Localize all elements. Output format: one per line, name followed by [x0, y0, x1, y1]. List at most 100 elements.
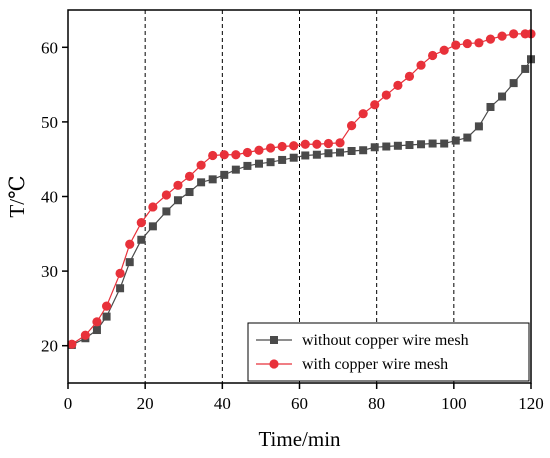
data-point [173, 196, 182, 205]
data-point [92, 317, 102, 327]
data-point [173, 180, 183, 190]
data-point [184, 171, 195, 181]
legend-item: with copper wire mesh [256, 356, 448, 373]
data-point [137, 235, 146, 244]
data-point [116, 284, 125, 293]
data-point [474, 122, 483, 131]
data-point [101, 301, 112, 311]
data-point [115, 268, 125, 278]
data-point [312, 150, 321, 159]
data-point [393, 80, 403, 90]
legend-label: with copper wire mesh [302, 356, 448, 373]
series-2 [67, 29, 536, 349]
data-point [312, 139, 322, 149]
y-axis-title: T/℃ [5, 175, 29, 217]
data-point [231, 165, 240, 174]
data-point [208, 175, 217, 184]
data-point [219, 150, 229, 160]
data-point [358, 109, 368, 119]
data-point [300, 139, 310, 149]
data-point [277, 141, 287, 152]
data-point [498, 92, 507, 101]
data-point [485, 34, 496, 44]
y-tick-label: 50 [41, 113, 58, 132]
data-point [393, 141, 402, 150]
data-point [102, 312, 111, 321]
data-point [148, 202, 158, 212]
data-point [370, 143, 379, 152]
data-point [80, 330, 90, 340]
series-line [71, 33, 531, 345]
data-point [336, 148, 345, 157]
data-point [185, 188, 194, 197]
data-point [196, 160, 206, 170]
data-point [254, 159, 263, 168]
data-point [463, 133, 472, 142]
data-point [161, 190, 171, 200]
legend-box [247, 322, 530, 382]
x-tick-label: 100 [441, 394, 467, 413]
data-point [278, 155, 287, 164]
data-point [370, 100, 380, 110]
data-point [359, 146, 368, 155]
data-point [346, 121, 357, 131]
data-point [324, 149, 333, 158]
data-point [439, 45, 449, 55]
data-point [335, 138, 345, 148]
reference-lines [144, 10, 455, 383]
data-point [417, 140, 426, 149]
data-point [486, 102, 495, 111]
legend-item: without copper wire mesh [256, 332, 469, 349]
data-point [125, 258, 134, 267]
data-point [254, 145, 264, 155]
legend-marker [269, 359, 279, 369]
data-point [136, 218, 146, 228]
y-tick-label: 40 [41, 188, 58, 207]
x-tick-label: 120 [518, 394, 544, 413]
x-axis-title: Time/min [258, 427, 341, 451]
data-point [242, 147, 253, 158]
data-point [440, 139, 449, 148]
y-tick-label: 20 [41, 337, 58, 356]
data-point [148, 222, 157, 231]
data-point [197, 178, 206, 187]
data-point [67, 339, 77, 349]
data-point [509, 79, 518, 88]
data-point [451, 40, 461, 50]
data-point [347, 146, 356, 155]
x-tick-label: 80 [368, 394, 385, 413]
x-tick-label: 40 [214, 394, 231, 413]
data-point [497, 31, 507, 41]
data-point [289, 141, 299, 151]
y-tick-label: 60 [41, 38, 58, 57]
data-point [405, 141, 414, 150]
data-point [266, 158, 275, 167]
axes: 0 20 40 60 80 100 120 20 30 40 50 60 [41, 38, 544, 413]
data-point [231, 150, 241, 160]
data-point [381, 90, 391, 100]
legend-marker [270, 336, 278, 344]
data-point [289, 153, 298, 162]
data-point [404, 71, 415, 81]
series-line [71, 58, 532, 346]
data-point [474, 38, 484, 48]
y-tick-label: 30 [41, 262, 58, 281]
series-1 [67, 55, 535, 349]
data-point [301, 151, 310, 160]
x-tick-label: 20 [137, 394, 154, 413]
data-point [451, 136, 460, 145]
data-point [416, 60, 426, 70]
data-point [382, 142, 391, 151]
data-point [208, 150, 218, 161]
x-tick-label: 0 [64, 394, 73, 413]
data-point [220, 170, 229, 179]
data-point [428, 50, 438, 61]
data-point [125, 239, 135, 249]
legend: without copper wire mesh with copper wire… [247, 322, 530, 382]
data-point [162, 207, 171, 216]
data-point [462, 38, 472, 49]
data-point [509, 29, 519, 39]
data-point [428, 139, 437, 148]
data-point [92, 326, 101, 335]
